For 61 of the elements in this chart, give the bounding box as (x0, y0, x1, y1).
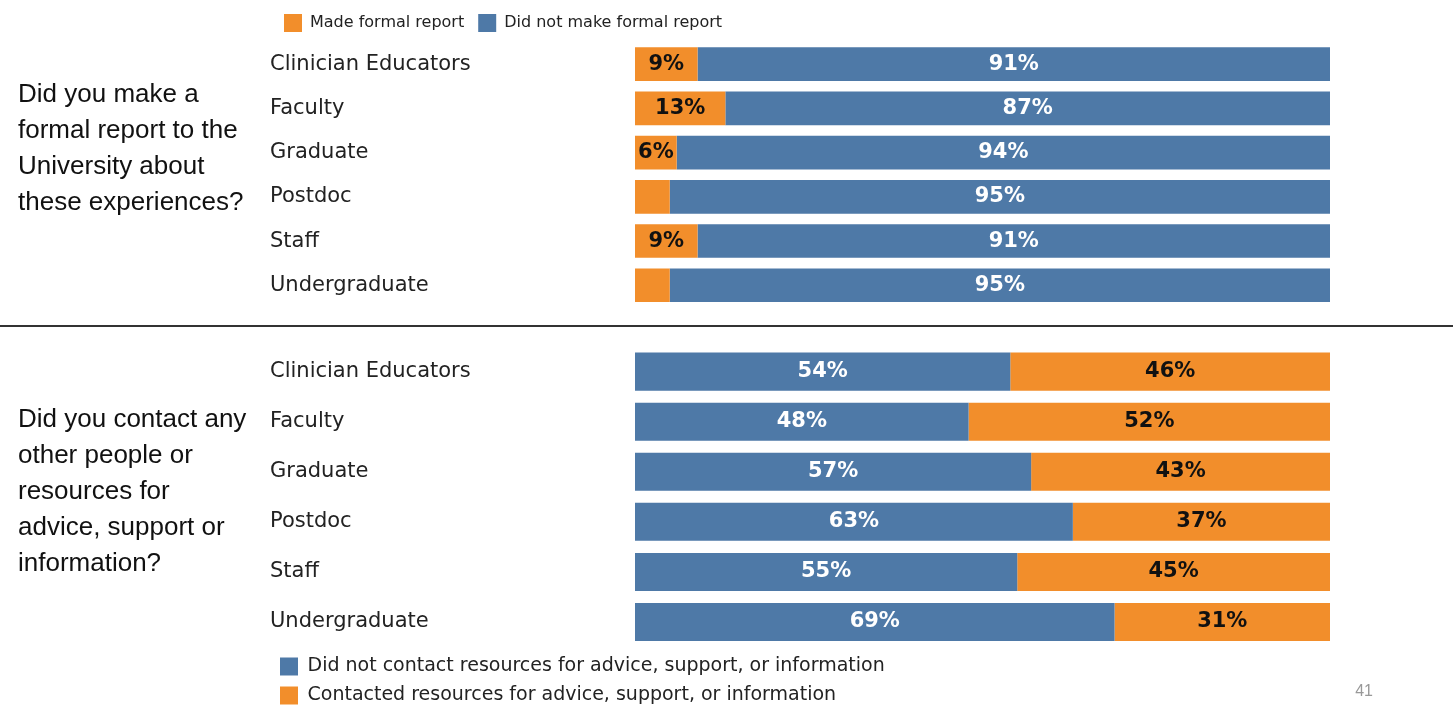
data-label: 31% (1197, 608, 1248, 633)
bar (669, 180, 1330, 214)
bar (968, 402, 1330, 441)
legend-label: Contacted resources for advice, support, or information (307, 682, 837, 705)
data-label: 6% (638, 139, 674, 164)
text: Did you contact any other people or resources for advice, support or information? (18, 402, 248, 579)
bar (1072, 502, 1330, 541)
bar (669, 268, 1330, 303)
data-label: 46% (1145, 358, 1196, 383)
data-label: 55% (800, 558, 852, 583)
data-label: 52% (1124, 408, 1175, 433)
y-tick-label: Faculty (270, 94, 345, 119)
bar (697, 47, 1330, 81)
y-tick-label: Undergraduate (270, 271, 429, 296)
data-label: 9% (648, 227, 685, 252)
data-label: 95% (974, 183, 1026, 208)
bar (635, 452, 1032, 491)
data-label: 45% (1148, 558, 1199, 583)
y-tick-label: Clinician Educators (270, 50, 471, 75)
y-tick-label: Graduate (270, 458, 369, 483)
data-label: 95% (974, 271, 1026, 296)
text: Did you make a formal report to the University about these experiences? (18, 77, 245, 218)
data-label: 54% (797, 358, 848, 383)
data-label: 43% (1155, 458, 1206, 483)
data-label: 48% (776, 408, 827, 433)
y-tick-label: Graduate (270, 139, 369, 164)
y-tick-label: Postdoc (270, 508, 352, 533)
bar (635, 502, 1073, 541)
y-tick-label: Undergraduate (270, 608, 429, 633)
legend-label: Made formal report (310, 12, 465, 32)
legend-label: Did not make formal report (504, 12, 723, 32)
data-label: 69% (849, 608, 900, 633)
data-label: 63% (828, 508, 880, 533)
data-label: 91% (988, 50, 1039, 75)
data-label: 57% (807, 458, 859, 483)
y-tick-label: Staff (270, 558, 320, 583)
bar (635, 180, 670, 214)
bar (635, 552, 1018, 591)
bar (1031, 452, 1330, 491)
legend-label: Did not contact resources for advice, support, or information (307, 653, 885, 676)
text: 41 (1355, 682, 1373, 700)
y-tick-label: Clinician Educators (270, 358, 471, 383)
y-tick-label: Faculty (270, 408, 345, 433)
y-tick-label: Postdoc (270, 183, 352, 208)
bar (1010, 352, 1330, 391)
data-label: 9% (648, 50, 685, 75)
bar (1114, 602, 1330, 641)
data-label: 37% (1176, 508, 1227, 533)
data-label: 94% (978, 139, 1029, 164)
bar (635, 268, 670, 303)
bar (635, 352, 1011, 391)
bar (635, 602, 1115, 641)
data-label: 91% (988, 227, 1039, 252)
y-tick-label: Staff (270, 227, 320, 252)
bar (1017, 552, 1330, 591)
bar (676, 135, 1330, 170)
data-label: 13% (655, 94, 706, 119)
bar (725, 91, 1330, 126)
bar (697, 224, 1330, 258)
data-label: 87% (1002, 94, 1053, 119)
bar (635, 402, 969, 441)
